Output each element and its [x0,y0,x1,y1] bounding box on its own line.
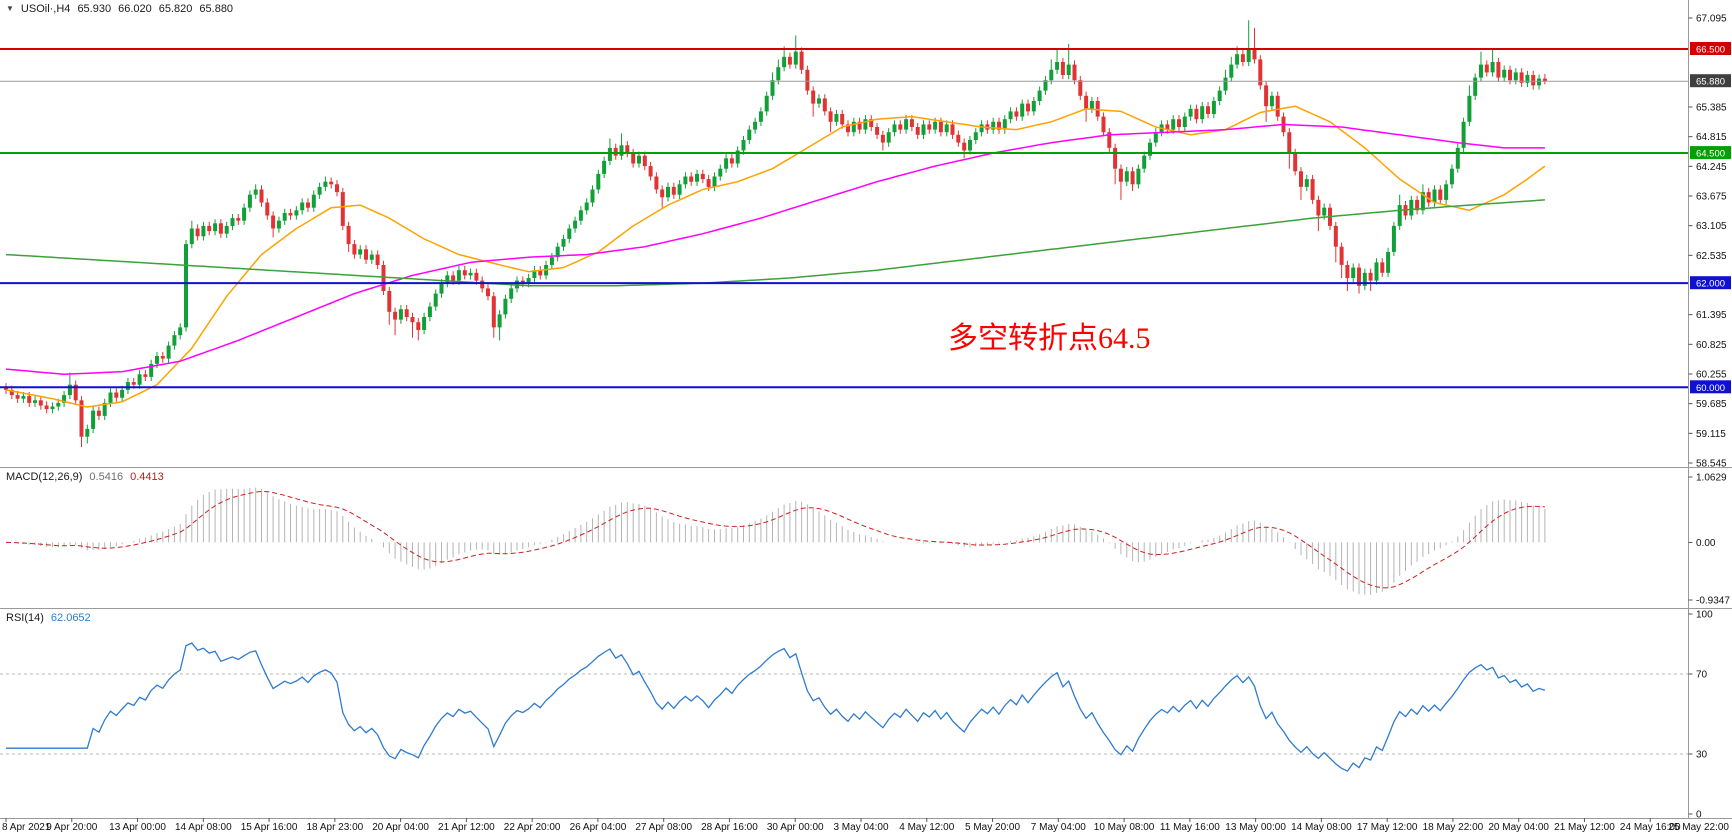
svg-text:5 May 20:00: 5 May 20:00 [965,822,1020,833]
svg-text:64.815: 64.815 [1696,132,1727,143]
svg-text:70: 70 [1696,670,1708,681]
svg-text:7 May 04:00: 7 May 04:00 [1031,822,1086,833]
macd-main-value: 0.5416 [89,471,124,483]
svg-text:28 Apr 16:00: 28 Apr 16:00 [701,822,758,833]
annotation-text: 多空转折点64.5 [948,322,1151,355]
svg-text:63.105: 63.105 [1696,221,1727,232]
ohlc-high-value: 66.020 [118,3,152,15]
ohlc-open-value: 65.930 [77,3,112,15]
svg-text:66.500: 66.500 [1696,44,1725,55]
price-badge-60.000: 60.000 [1690,380,1731,394]
ohlc-low-value: 65.820 [158,3,193,15]
rsi-line [6,642,1546,772]
svg-text:9 Apr 20:00: 9 Apr 20:00 [46,822,98,833]
svg-text:64.500: 64.500 [1696,149,1725,160]
svg-text:62.000: 62.000 [1696,279,1725,290]
svg-text:15 Apr 16:00: 15 Apr 16:00 [241,822,298,833]
svg-text:65.385: 65.385 [1696,103,1727,114]
svg-text:27 Apr 08:00: 27 Apr 08:00 [635,822,692,833]
svg-text:60.000: 60.000 [1696,383,1725,394]
ma-slow-line [5,199,1545,287]
svg-text:59.115: 59.115 [1696,429,1726,440]
macd-signal-value: 0.4413 [130,471,164,483]
svg-text:20 Apr 04:00: 20 Apr 04:00 [372,822,429,833]
price-badge-66.500: 66.500 [1690,42,1731,55]
rsi-value: 62.0652 [50,612,91,624]
svg-text:21 Apr 12:00: 21 Apr 12:00 [438,822,495,833]
svg-text:8 Apr 2021: 8 Apr 2021 [2,822,51,833]
rsi-label: RSI(14) [6,612,44,624]
svg-text:10 May 08:00: 10 May 08:00 [1094,822,1155,833]
svg-text:67.095: 67.095 [1696,14,1727,25]
svg-text:20 May 04:00: 20 May 04:00 [1488,822,1549,833]
ma-fast-line [5,105,1546,408]
macd-histogram [11,487,1546,595]
macd-axis-labels[interactable]: 1.0629 0.00 -0.9347 [1688,473,1731,607]
symbol-dropdown-icon[interactable]: ▼ [6,4,14,13]
svg-text:21 May 12:00: 21 May 12:00 [1554,822,1615,833]
svg-text:22 Apr 20:00: 22 Apr 20:00 [504,822,561,833]
symbol-period-label: USOil·,H4 [20,3,71,15]
svg-text:26 Apr 04:00: 26 Apr 04:00 [570,822,627,833]
svg-text:3 May 04:00: 3 May 04:00 [833,822,888,833]
svg-text:0.00: 0.00 [1696,538,1716,549]
rsi-axis-labels[interactable]: 100 70 30 0 [1688,610,1714,821]
price-axis-labels[interactable]: 67.095 65.385 64.815 64.245 63.675 63.105 62.5… [1688,14,1728,470]
macd-label: MACD(12,26,9) [6,471,83,483]
svg-text:1.0629: 1.0629 [1696,473,1727,484]
svg-text:25 May 22:00: 25 May 22:00 [1668,822,1729,833]
svg-text:24 May 16:00: 24 May 16:00 [1620,822,1681,833]
svg-text:18 Apr 23:00: 18 Apr 23:00 [306,822,363,833]
svg-text:60.825: 60.825 [1696,340,1727,351]
svg-text:58.545: 58.545 [1696,459,1727,470]
symbol-header: ▼ USOil·,H4 65.930 66.020 65.820 65.880 [6,3,240,15]
price-badge-64.500: 64.500 [1690,146,1731,160]
svg-text:30: 30 [1696,750,1708,761]
rsi-header: RSI(14) 62.0652 [6,612,98,624]
ohlc-close-value: 65.880 [199,3,234,15]
svg-text:18 May 22:00: 18 May 22:00 [1423,822,1484,833]
ma-medium-line [5,123,1545,376]
svg-text:4 May 12:00: 4 May 12:00 [899,822,954,833]
svg-text:-0.9347: -0.9347 [1696,596,1730,607]
svg-text:59.685: 59.685 [1696,399,1727,410]
svg-text:65.880: 65.880 [1696,77,1725,88]
svg-text:64.245: 64.245 [1696,162,1727,173]
svg-text:13 May 00:00: 13 May 00:00 [1225,822,1286,833]
svg-text:11 May 16:00: 11 May 16:00 [1160,822,1220,833]
svg-text:17 May 12:00: 17 May 12:00 [1357,822,1418,833]
price-badge-62.000: 62.000 [1690,276,1731,290]
svg-text:0: 0 [1696,810,1702,821]
macd-signal-line [5,490,1545,589]
svg-text:100: 100 [1696,610,1713,621]
svg-text:30 Apr 00:00: 30 Apr 00:00 [767,822,824,833]
svg-text:61.395: 61.395 [1696,310,1727,321]
svg-text:63.675: 63.675 [1696,192,1727,203]
svg-text:13 Apr 00:00: 13 Apr 00:00 [109,822,166,833]
svg-text:14 Apr 08:00: 14 Apr 08:00 [175,822,232,833]
candles-layer [4,20,1547,448]
svg-text:62.535: 62.535 [1696,251,1727,262]
svg-text:14 May 08:00: 14 May 08:00 [1291,822,1352,833]
current-price-badge: 65.880 [1690,74,1731,88]
svg-text:60.255: 60.255 [1696,370,1727,381]
macd-header: MACD(12,26,9) 0.5416 0.4413 [6,471,171,483]
